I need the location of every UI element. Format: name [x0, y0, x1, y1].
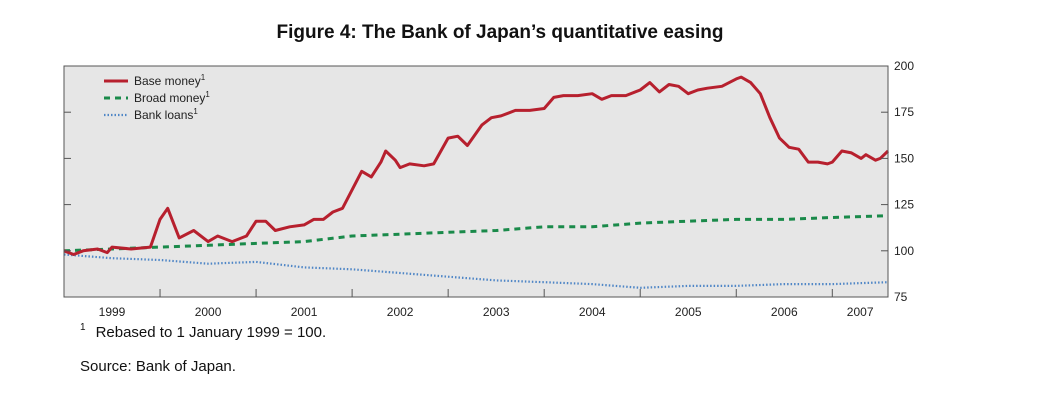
legend-superscript: 1 [205, 90, 210, 99]
x-tick-label: 2004 [579, 305, 606, 319]
series-line-base-money [63, 75, 890, 256]
footnote-text: Rebased to 1 January 1999 = 100. [95, 324, 327, 341]
legend-label: Broad money1 [134, 90, 210, 105]
footnote: 1 Rebased to 1 January 1999 = 100. [80, 322, 326, 341]
y-tick-label: 75 [894, 290, 908, 304]
legend-label: Bank loans1 [134, 107, 198, 122]
y-tick-label: 100 [894, 244, 914, 258]
figure-title: Figure 4: The Bank of Japan’s quantitati… [276, 22, 724, 43]
legend: Base money1 Broad money1 Bank loans1 [104, 73, 210, 122]
axes-layer: 75 100 125 150 175 200 1999 2000 2001 2002 2003 200… [63, 59, 914, 319]
x-tick-label: 2005 [675, 305, 702, 319]
series-line-broad-money [63, 214, 889, 253]
legend-label: Base money1 [134, 73, 206, 88]
x-tick-label: 2000 [195, 305, 222, 319]
y-tick-label: 150 [894, 151, 914, 165]
x-tick-label: 2003 [483, 305, 510, 319]
x-tick-label: 2002 [387, 305, 414, 319]
footnote-marker: 1 [80, 322, 86, 333]
x-tick-label: 2007 [847, 305, 874, 319]
legend-superscript: 1 [201, 73, 206, 82]
source-note: Source: Bank of Japan. [80, 358, 236, 375]
x-tick-label: 2001 [291, 305, 318, 319]
series-layer [63, 75, 890, 289]
y-tick-label: 125 [894, 198, 914, 212]
y-tick-label: 175 [894, 105, 914, 119]
x-tick-label: 2006 [771, 305, 798, 319]
plot-area [64, 66, 888, 297]
x-tick-label: 1999 [99, 305, 126, 319]
legend-superscript: 1 [193, 107, 198, 116]
y-tick-label: 200 [894, 59, 914, 73]
plot-frame [63, 65, 889, 298]
